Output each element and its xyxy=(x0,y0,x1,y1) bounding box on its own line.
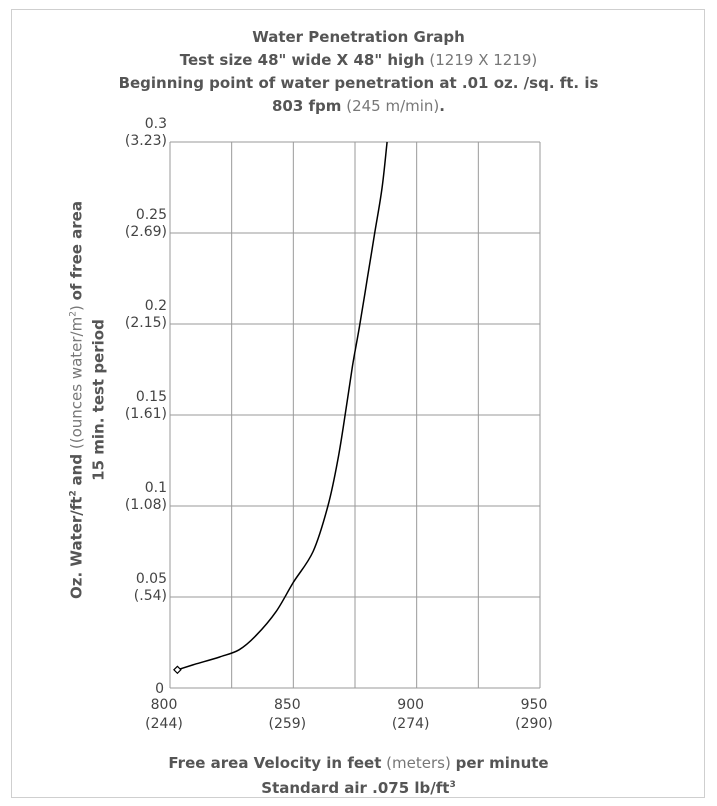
y-tick-label: 0.2 xyxy=(145,298,167,314)
x-title-metric: (meters) xyxy=(386,754,451,772)
fpm-metric: (245 m/min) xyxy=(346,97,440,115)
chart-title: Water Penetration Graph xyxy=(252,28,465,46)
x-tick-label: 900 xyxy=(397,697,424,713)
fpm-period: . xyxy=(439,97,445,115)
x-title-air: Standard air .075 lb/ft xyxy=(261,779,450,797)
y-tick-sublabel: (2.15) xyxy=(125,315,167,331)
y-tick-sublabel: (3.23) xyxy=(125,133,167,149)
y-tick-label: 0.25 xyxy=(136,207,167,223)
y-tick-sublabel: (1.61) xyxy=(125,406,167,422)
y-tick-sublabel: (.54) xyxy=(134,588,167,604)
chart-subtitle-beginning-point: Beginning point of water penetration at … xyxy=(118,74,599,92)
data-point-marker xyxy=(173,665,182,675)
y-tick-sublabel: (2.69) xyxy=(125,224,167,240)
series-line xyxy=(177,141,388,671)
test-size-metric: (1219 X 1219) xyxy=(429,51,538,69)
x-title-a: Free area Velocity in feet xyxy=(168,754,382,772)
chart-frame xyxy=(11,9,705,798)
x-tick-sublabel: (244) xyxy=(145,716,183,732)
fpm-value: 803 fpm xyxy=(272,97,342,115)
x-tick-label: 950 xyxy=(521,697,548,713)
x-tick-sublabel: (274) xyxy=(392,716,430,732)
chart-subtitle-fpm: 803 fpm (245 m/min). xyxy=(0,95,717,118)
x-tick-label: 800 xyxy=(151,697,178,713)
y-tick-label: 0.1 xyxy=(145,480,167,496)
chart-subtitle-test-size: Test size 48" wide X 48" high (1219 X 12… xyxy=(0,49,717,72)
x-axis-title-line1: Free area Velocity in feet (meters) per … xyxy=(0,752,717,774)
test-size-text: Test size 48" wide X 48" high xyxy=(179,51,425,69)
x-axis-title: Free area Velocity in feet (meters) per … xyxy=(0,752,717,799)
y-tick-label: 0.05 xyxy=(136,571,167,587)
y-tick-label: 0 xyxy=(155,681,164,697)
x-title-sup: 3 xyxy=(449,780,456,790)
x-title-b: per minute xyxy=(455,754,549,772)
y-tick-label: 0.15 xyxy=(136,389,167,405)
x-axis-title-line2: Standard air .075 lb/ft3 xyxy=(0,774,717,799)
x-tick-sublabel: (290) xyxy=(515,716,553,732)
y-tick-label: 0.3 xyxy=(145,116,167,132)
chart-title-block: Water Penetration Graph Test size 48" wi… xyxy=(0,26,717,118)
x-tick-sublabel: (259) xyxy=(269,716,307,732)
y-tick-sublabel: (1.08) xyxy=(125,497,167,513)
x-tick-label: 850 xyxy=(274,697,301,713)
